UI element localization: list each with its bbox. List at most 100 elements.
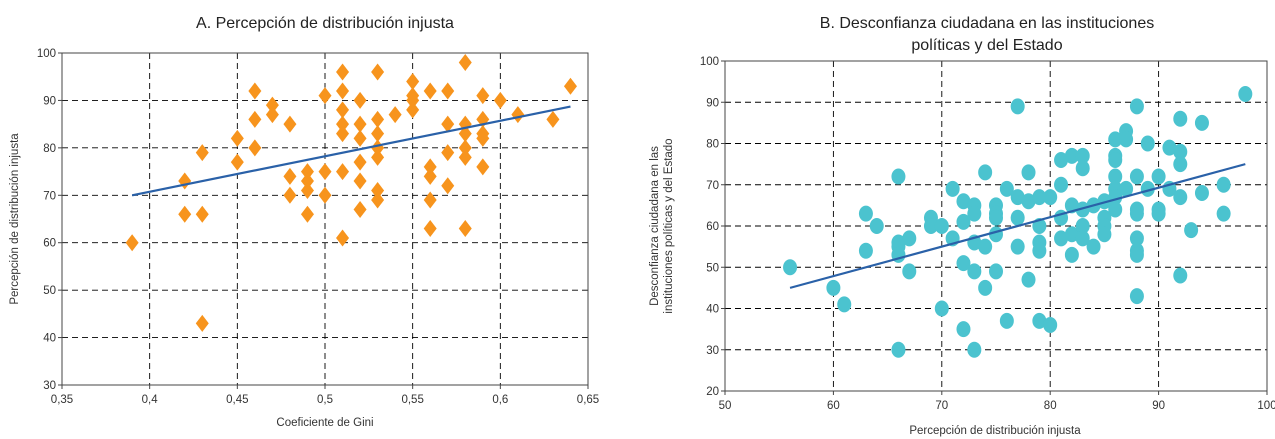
chart-b-data-point <box>1162 139 1177 156</box>
chart-a-data-point <box>441 115 455 133</box>
chart-a-data-point <box>353 172 367 190</box>
chart-a-data-point <box>318 186 332 204</box>
chart-a-data-point <box>195 205 209 223</box>
chart-a-data-point <box>371 139 385 157</box>
chart-b-data-point <box>1054 152 1069 168</box>
chart-b-data-point <box>978 279 993 296</box>
chart-a-data-point <box>336 115 350 133</box>
chart-b-x-tick-label: 60 <box>827 400 840 412</box>
chart-b-data-point <box>1194 114 1209 131</box>
chart-b-points <box>783 86 1253 358</box>
chart-b-data-point <box>1216 176 1231 193</box>
chart-a-data-point <box>441 177 455 195</box>
chart-b-data-point <box>1140 180 1155 197</box>
chart-a-data-point <box>371 110 385 128</box>
chart-b-data-point <box>967 205 982 222</box>
chart-b-data-point <box>1129 288 1144 305</box>
chart-b-data-point <box>1075 147 1090 164</box>
chart-a-data-point <box>371 148 385 166</box>
chart-b-data-point <box>1173 110 1188 127</box>
chart-b-data-point <box>967 341 982 358</box>
chart-b-data-point <box>1054 176 1069 193</box>
chart-b-data-point <box>1108 131 1123 148</box>
chart-b-data-point <box>1119 180 1134 197</box>
chart-a-data-point <box>283 115 297 133</box>
chart-a: A. Percepción de distribución injusta 30… <box>9 15 599 429</box>
chart-a-data-point <box>248 82 262 100</box>
chart-b-data-point <box>1021 271 1036 288</box>
chart-b-data-point <box>956 321 971 338</box>
chart-a-data-point <box>336 163 350 181</box>
chart-a-data-point <box>441 144 455 162</box>
chart-b-data-point <box>1032 189 1047 206</box>
chart-b-data-point <box>826 279 841 296</box>
chart-b-data-point <box>956 255 971 272</box>
chart-b-data-point <box>1010 189 1025 206</box>
chart-b-data-point <box>1173 189 1188 206</box>
chart-a-data-point <box>476 129 490 147</box>
chart-a-data-point <box>423 219 437 237</box>
chart-b-data-point <box>1129 205 1144 222</box>
chart-b-data-point <box>1108 152 1123 168</box>
chart-a-data-point <box>283 167 297 185</box>
chart-b-data-point <box>999 312 1014 329</box>
chart-b-y-axis-label-line-2: instituciones políticas y del Estado <box>663 138 675 313</box>
chart-a-x-tick-label: 0,5 <box>317 394 333 406</box>
chart-a-data-point <box>265 106 279 124</box>
chart-b-x-tick-label: 50 <box>719 400 732 412</box>
chart-a-data-point <box>423 158 437 176</box>
chart-b-y-tick-label: 60 <box>706 221 719 233</box>
chart-b-data-point <box>1194 185 1209 201</box>
chart-a-data-point <box>248 139 262 157</box>
chart-a-data-point <box>406 91 420 109</box>
chart-b-data-point <box>1129 246 1144 263</box>
chart-b-data-point <box>1064 226 1079 243</box>
chart-b-data-point <box>945 180 960 197</box>
chart-a-data-point <box>371 125 385 143</box>
chart-b-y-tick-label: 90 <box>706 97 719 109</box>
chart-a-data-point <box>371 182 385 200</box>
chart-b-data-point <box>1216 205 1231 222</box>
chart-b-data-point <box>1021 164 1036 181</box>
chart-a-data-point <box>178 172 192 190</box>
chart-a-data-point <box>371 191 385 209</box>
chart-a-data-point <box>248 110 262 128</box>
chart-a-x-tick-label: 0,35 <box>51 394 73 406</box>
chart-a-data-point <box>230 129 244 147</box>
chart-a-data-point <box>458 139 472 157</box>
chart-a-data-point <box>300 163 314 181</box>
chart-a-data-point <box>265 96 279 114</box>
chart-a-data-point <box>458 53 472 71</box>
chart-a-data-point <box>336 101 350 119</box>
chart-a-data-point <box>336 229 350 247</box>
chart-b-data-point <box>956 213 971 230</box>
chart-b-data-point <box>1173 156 1188 173</box>
chart-a-data-point <box>371 63 385 81</box>
chart-b-data-point <box>1010 209 1025 226</box>
chart-a-y-tick-label: 30 <box>43 380 56 392</box>
chart-b-data-point <box>1010 238 1025 255</box>
chart-a-y-tick-label: 100 <box>37 48 56 60</box>
chart-b-data-point <box>923 218 938 234</box>
chart-b-data-point <box>891 168 906 185</box>
chart-b-y-tick-label: 80 <box>706 139 719 151</box>
chart-b-title-line-2: políticas y del Estado <box>911 37 1062 54</box>
chart-b-x-axis-label: Percepción de distribución injusta <box>909 425 1081 437</box>
chart-a-data-point <box>388 106 402 124</box>
chart-a-data-point <box>195 314 209 332</box>
chart-b-y-tick-label: 20 <box>706 386 719 398</box>
chart-b-data-point <box>1097 193 1112 210</box>
chart-b-y-ticks: 20 30 40 50 60 70 80 90 100 <box>700 56 725 398</box>
chart-a-data-point <box>423 167 437 185</box>
chart-b-data-point <box>989 209 1003 226</box>
chart-b-title-line-1: B. Desconfianza ciudadana en las institu… <box>820 15 1154 32</box>
chart-b-data-point <box>999 180 1014 197</box>
chart-b-data-point <box>858 205 873 222</box>
chart-a-x-tick-label: 0,45 <box>226 394 248 406</box>
chart-a-data-point <box>546 110 560 128</box>
chart-b-data-point <box>978 238 993 255</box>
chart-a-data-point <box>300 182 314 200</box>
chart-b-data-point <box>869 218 884 234</box>
chart-b-data-point <box>1021 193 1036 210</box>
chart-b-data-point <box>1086 238 1101 255</box>
